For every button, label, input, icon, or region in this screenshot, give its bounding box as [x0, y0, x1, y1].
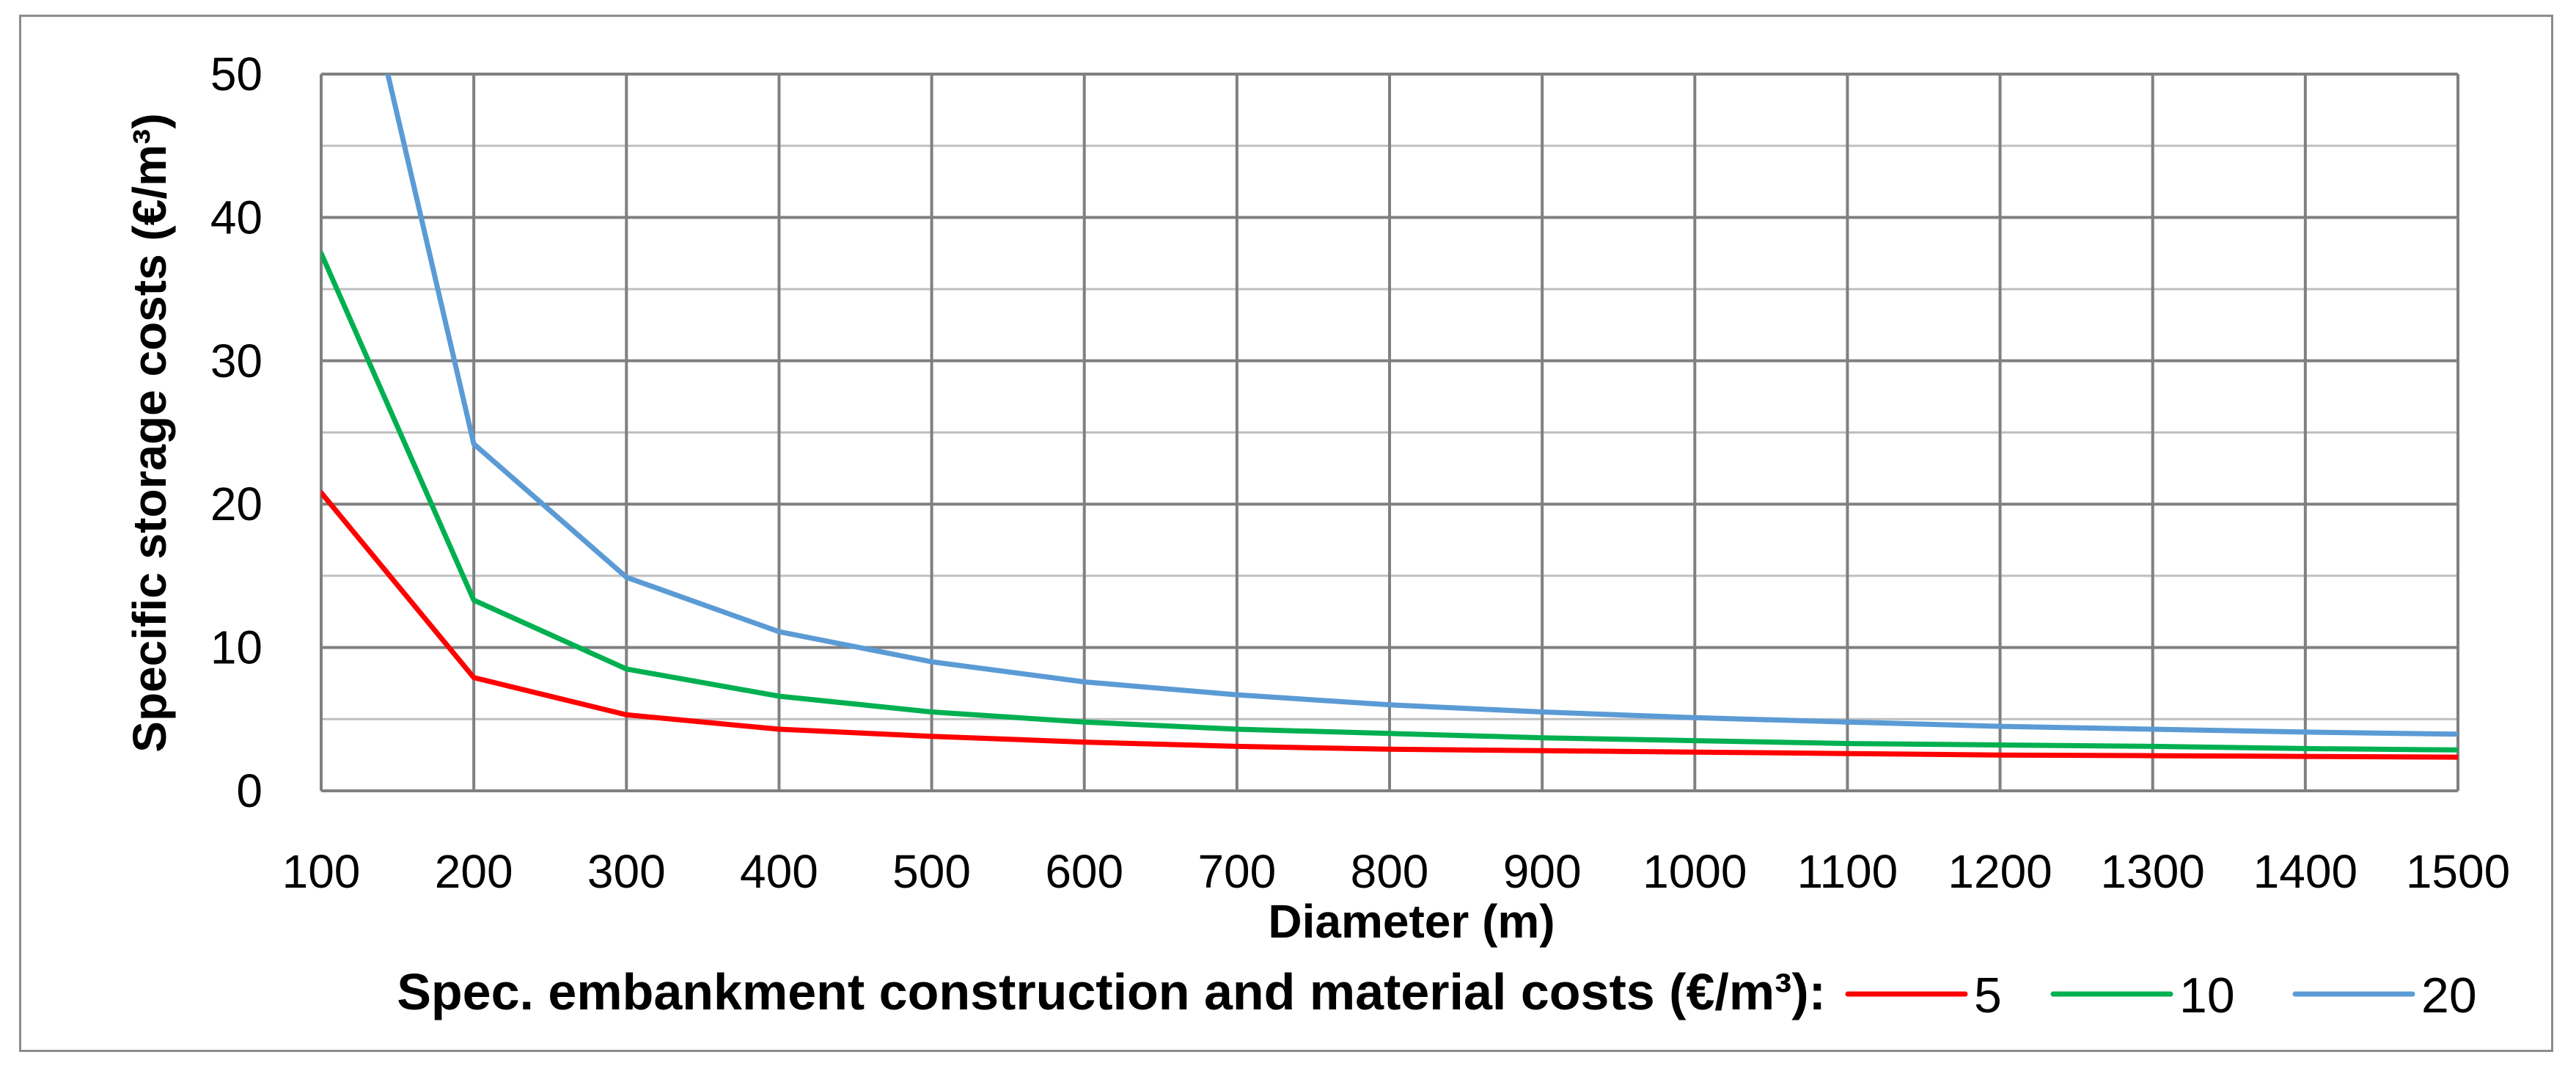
x-tick-label: 300: [587, 845, 666, 898]
x-tick-labels: 100 200 300 400 500 600 700 800 900 1000 1100 1200 1…: [282, 845, 2511, 898]
series-line-5: [321, 490, 2458, 760]
x-tick-label: 1300: [2101, 845, 2205, 898]
x-tick-label: 1400: [2253, 845, 2357, 898]
x-tick-label: 900: [1503, 845, 1582, 898]
legend-label-10: 10: [2179, 968, 2235, 1023]
y-tick-label: 40: [210, 191, 263, 244]
x-tick-label: 700: [1197, 845, 1276, 898]
legend-label-20: 20: [2421, 968, 2477, 1023]
x-tick-label: 200: [435, 845, 513, 898]
x-tick-label: 1200: [1948, 845, 2052, 898]
x-tick-label: 1100: [1797, 845, 1898, 898]
legend-label-5: 5: [1974, 968, 2002, 1023]
x-tick-label: 1000: [1643, 845, 1747, 898]
legend-title: Spec. embankment construction and materi…: [397, 963, 1826, 1020]
chart-frame: [19, 15, 2553, 1052]
series-lines: [321, 74, 2458, 760]
y-axis-title: Specific storage costs (€/m³): [123, 113, 176, 752]
y-tick-label: 30: [210, 335, 263, 387]
x-axis-title: Diameter (m): [1268, 895, 1555, 948]
legend-items: 5 10 20: [1845, 968, 2477, 1023]
x-tick-label: 400: [740, 845, 818, 898]
y-tick-labels: 0 10 20 30 40 50: [210, 48, 263, 817]
x-tick-label: 100: [282, 845, 361, 898]
series-line-10: [321, 250, 2458, 753]
x-tick-label: 600: [1045, 845, 1123, 898]
x-tick-label: 1500: [2406, 845, 2510, 898]
x-tick-label: 500: [892, 845, 971, 898]
grid: [320, 73, 2459, 792]
x-tick-label: 800: [1351, 845, 1429, 898]
series-line-20: [385, 74, 2458, 737]
y-tick-label: 20: [210, 478, 263, 530]
y-tick-label: 0: [236, 764, 263, 817]
y-tick-label: 10: [210, 621, 263, 674]
y-tick-label: 50: [210, 48, 263, 101]
legend: Spec. embankment construction and materi…: [397, 963, 2476, 1023]
